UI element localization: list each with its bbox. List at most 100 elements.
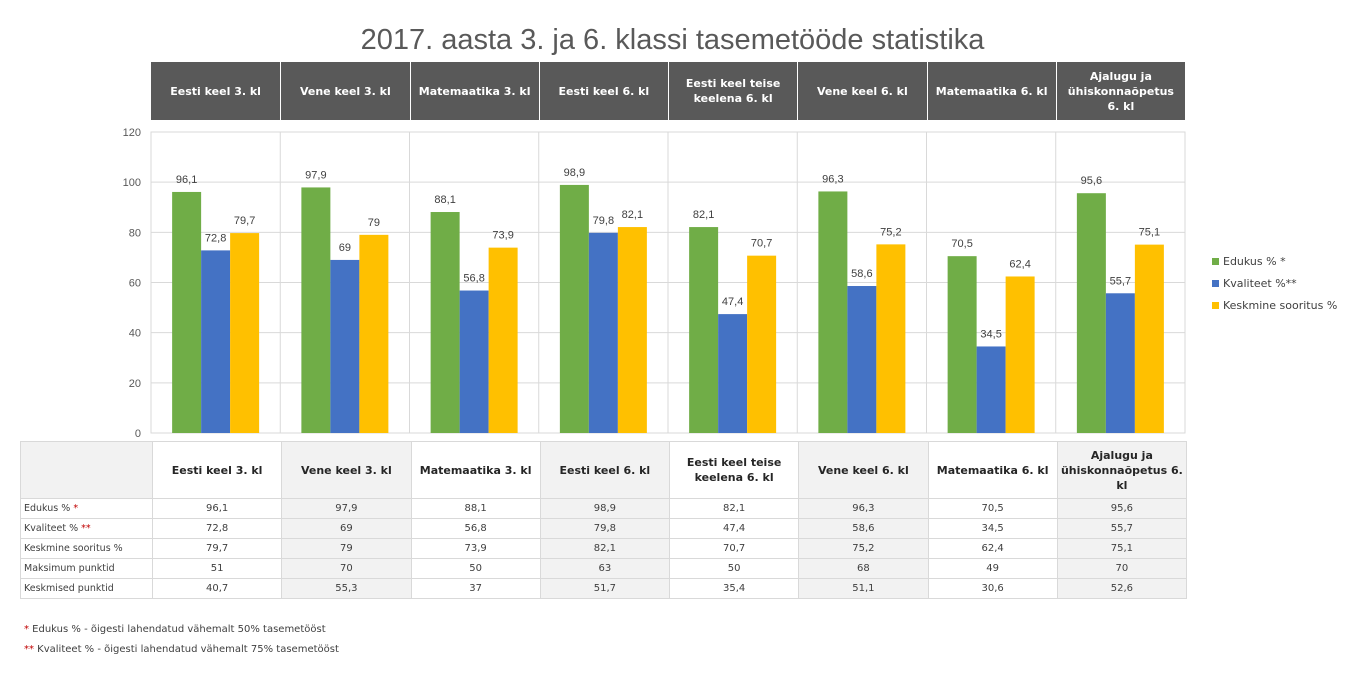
row-label-text: Keskmine sooritus % [24,543,123,554]
footnote: * Edukus % - õigesti lahendatud vähemalt… [24,620,339,640]
table-cell: 88,1 [410,498,541,519]
table-column-header: Eesti keel teise keelena 6. kl [668,441,800,499]
bar [1105,293,1135,433]
y-tick-label: 120 [123,127,141,139]
data-label: 70,7 [751,238,772,250]
table-cell: 97,9 [281,498,412,519]
table-cell: 98,9 [539,498,671,519]
bar [718,314,748,433]
column-header: Eesti keel teise keelena 6. kl [668,62,798,120]
bar-chart: 0 20 40 60 80 100 120 96,1 72,8 79,7 97,9 69 79 88,1 5… [123,127,1186,440]
data-label: 82,1 [622,209,643,221]
asterisk-marker: ** [81,523,91,534]
table-cell: 35,4 [668,578,800,599]
legend-swatch-icon [1212,257,1219,265]
table-cell: 34,5 [927,518,1058,539]
footnotes: * Edukus % - õigesti lahendatud vähemalt… [24,620,339,660]
chart-legend: Edukus % * Kvaliteet %** Keskmine sooritus… [1212,250,1337,316]
y-tick-label: 60 [129,278,141,290]
table-header-row: Eesti keel 3. kl Vene keel 3. kl Matemaati… [20,441,1188,499]
statistics-table: Eesti keel 3. kl Vene keel 3. kl Matemaati… [20,441,1188,599]
table-row: Keskmised punktid 40,7 55,3 37 51,7 35,4 51,1… [20,578,1188,599]
asterisk-marker: ** [24,644,34,655]
table-cell: 82,1 [539,538,671,559]
table-cell: 96,3 [798,498,929,519]
bar [330,259,360,433]
data-label: 56,8 [463,273,484,285]
legend-label: Edukus % * [1223,254,1286,268]
data-label: 55,7 [1110,275,1131,287]
table-row: Edukus % * 96,1 97,9 88,1 98,9 82,1 96,3 70,5 95… [20,498,1188,519]
bar [876,244,906,433]
legend-item: Kvaliteet %** [1212,272,1337,294]
data-label: 58,6 [851,268,872,280]
table-cell: 40,7 [151,578,283,599]
table-cell: 52,6 [1056,578,1188,599]
bar [847,286,877,433]
table-cell: 95,6 [1056,498,1188,519]
table-cell: 70 [281,558,412,579]
row-label: Edukus % * [20,498,153,519]
bar [172,191,202,433]
bar [617,227,647,433]
table-cell: 58,6 [798,518,929,539]
data-label: 72,8 [205,232,226,244]
footnote-text: Edukus % - õigesti lahendatud vähemalt 5… [29,624,326,635]
table-column-header: Matemaatika 6. kl [927,441,1058,499]
data-label: 88,1 [434,194,455,206]
table-column-header: Vene keel 6. kl [798,441,929,499]
bar [488,247,518,433]
table-cell: 79,8 [539,518,671,539]
y-tick-label: 0 [135,428,141,440]
column-header: Vene keel 3. kl [280,62,410,120]
table-cell: 75,2 [798,538,929,559]
data-label: 96,1 [176,174,197,186]
table-cell: 69 [281,518,412,539]
bar [559,184,589,433]
asterisk-marker: * [73,503,79,514]
data-label: 96,3 [822,173,843,185]
data-label: 97,9 [305,169,326,181]
table-cell: 70,5 [927,498,1058,519]
table-cell: 56,8 [410,518,541,539]
data-label: 62,4 [1009,258,1030,270]
table-cell: 73,9 [410,538,541,559]
table-cell: 55,3 [281,578,412,599]
bar [430,212,460,433]
data-label: 34,5 [980,328,1001,340]
table-cell: 62,4 [927,538,1058,559]
bar [301,187,331,433]
column-header: Eesti keel 6. kl [538,62,668,120]
table-column-header: Eesti keel 3. kl [151,441,283,499]
table-cell: 72,8 [151,518,283,539]
data-label: 75,1 [1139,227,1160,239]
bar [689,227,719,433]
data-label: 79 [368,217,380,229]
table-cell: 63 [539,558,671,579]
row-label: Keskmised punktid [20,578,153,599]
y-tick-label: 100 [123,177,141,189]
data-label: 98,9 [564,167,585,179]
y-tick-label: 40 [129,328,141,340]
y-tick-label: 80 [129,227,141,239]
table-cell: 79,7 [151,538,283,559]
table-column-header: Ajalugu ja ühiskonnaõpetus 6. kl [1056,441,1188,499]
row-label-text: Edukus % [24,503,74,514]
table-cell: 70 [1056,558,1188,579]
bar [588,232,618,433]
y-tick-label: 20 [129,378,141,390]
data-label: 79,8 [593,215,614,227]
bar [459,290,489,433]
column-header: Vene keel 6. kl [797,62,927,120]
legend-item: Edukus % * [1212,250,1337,272]
data-label: 69 [339,242,351,254]
table-cell: 75,1 [1056,538,1188,559]
bar [1076,193,1106,433]
legend-label: Kvaliteet %** [1223,276,1297,290]
data-label: 82,1 [693,209,714,221]
table-cell: 47,4 [668,518,800,539]
bar [201,250,231,433]
table-cell: 49 [927,558,1058,579]
table-cell: 30,6 [927,578,1058,599]
table-cell: 50 [410,558,541,579]
